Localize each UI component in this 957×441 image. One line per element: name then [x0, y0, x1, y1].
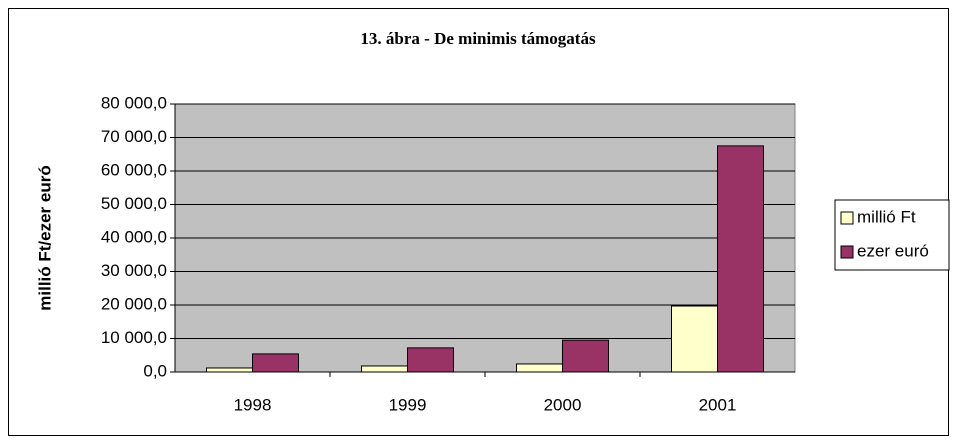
x-tick-label: 1998 [234, 395, 272, 414]
bar [717, 145, 764, 373]
y-tick-label: 30 000,0 [101, 261, 167, 280]
bar [562, 339, 609, 373]
legend-swatch [840, 211, 854, 225]
chart-title: 13. ábra - De minimis támogatás [360, 29, 596, 48]
x-tick-label: 1999 [389, 395, 427, 414]
legend-label: millió Ft [857, 207, 916, 226]
y-tick-label: 10 000,0 [101, 328, 167, 347]
x-tick-label: 2000 [544, 395, 582, 414]
y-tick-label: 20 000,0 [101, 294, 167, 313]
legend-label: ezer euró [857, 241, 929, 260]
y-tick-label: 50 000,0 [101, 194, 167, 213]
bar [407, 347, 454, 373]
y-tick-label: 80 000,0 [101, 93, 167, 112]
legend-swatch [840, 245, 854, 259]
legend-box [834, 199, 950, 271]
y-tick-label: 40 000,0 [101, 227, 167, 246]
y-tick-label: 0,0 [143, 361, 167, 380]
y-tick-label: 70 000,0 [101, 127, 167, 146]
y-tick-label: 60 000,0 [101, 160, 167, 179]
bar [206, 367, 253, 373]
bar [361, 365, 408, 373]
x-tick-label: 2001 [699, 395, 737, 414]
bar [252, 353, 299, 373]
bar [516, 363, 563, 373]
y-axis-label: millió Ft/ezer euró [35, 165, 54, 310]
bar [671, 305, 718, 373]
